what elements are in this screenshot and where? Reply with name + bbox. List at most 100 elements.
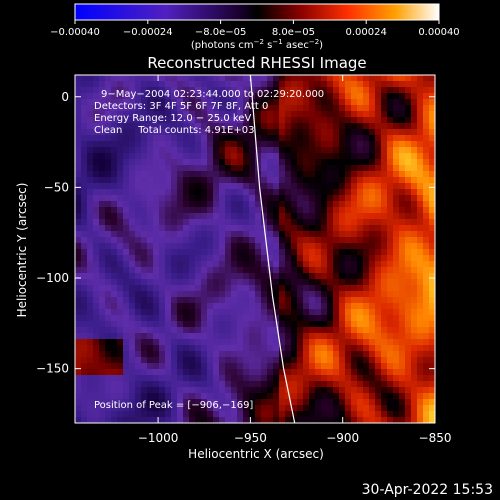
heatmap-cell bbox=[285, 303, 291, 309]
heatmap-cell bbox=[303, 99, 309, 105]
heatmap-cell bbox=[135, 279, 141, 285]
heatmap-cell bbox=[159, 75, 165, 81]
heatmap-cell bbox=[117, 261, 123, 267]
heatmap-cell bbox=[255, 297, 261, 303]
heatmap-cell bbox=[339, 297, 345, 303]
heatmap-cell bbox=[363, 399, 369, 405]
heatmap-cell bbox=[321, 87, 327, 93]
heatmap-cell bbox=[159, 237, 165, 243]
heatmap-cell bbox=[303, 201, 309, 207]
heatmap-cell bbox=[333, 177, 339, 183]
heatmap-cell bbox=[345, 417, 351, 423]
heatmap-cell bbox=[111, 399, 117, 405]
heatmap-cell bbox=[207, 261, 213, 267]
heatmap-cell bbox=[213, 297, 219, 303]
heatmap-cell bbox=[243, 261, 249, 267]
heatmap-cell bbox=[165, 165, 171, 171]
heatmap-cell bbox=[399, 141, 405, 147]
heatmap-cell bbox=[111, 285, 117, 291]
heatmap-cell bbox=[177, 267, 183, 273]
heatmap-cell bbox=[129, 141, 135, 147]
heatmap-cell bbox=[81, 369, 87, 375]
heatmap-cell bbox=[285, 201, 291, 207]
heatmap-cell bbox=[183, 375, 189, 381]
heatmap-cell bbox=[111, 369, 117, 375]
heatmap-cell bbox=[207, 345, 213, 351]
heatmap-cell bbox=[177, 327, 183, 333]
heatmap-cell bbox=[363, 411, 369, 417]
heatmap-cell bbox=[375, 123, 381, 129]
heatmap-cell bbox=[423, 207, 429, 213]
heatmap-cell bbox=[171, 135, 177, 141]
heatmap-cell bbox=[261, 405, 267, 411]
heatmap-cell bbox=[399, 279, 405, 285]
heatmap-cell bbox=[213, 393, 219, 399]
heatmap-cell bbox=[273, 195, 279, 201]
heatmap-cell bbox=[219, 315, 225, 321]
heatmap-cell bbox=[387, 243, 393, 249]
heatmap-cell bbox=[75, 231, 81, 237]
heatmap-cell bbox=[273, 207, 279, 213]
heatmap-cell bbox=[261, 165, 267, 171]
heatmap-cell bbox=[177, 345, 183, 351]
heatmap-cell bbox=[381, 303, 387, 309]
heatmap-cell bbox=[135, 363, 141, 369]
heatmap-cell bbox=[213, 117, 219, 123]
heatmap-cell bbox=[279, 405, 285, 411]
heatmap-cell bbox=[231, 279, 237, 285]
colorbar-ticks: −0.00040 −0.00024 −8.0e−05 8.0e−05 0.00024 0.… bbox=[50, 20, 460, 38]
heatmap-cell bbox=[237, 351, 243, 357]
heatmap-cell bbox=[189, 309, 195, 315]
heatmap-cell bbox=[399, 165, 405, 171]
heatmap-cell bbox=[231, 75, 237, 81]
heatmap-cell bbox=[291, 291, 297, 297]
heatmap-cell bbox=[135, 141, 141, 147]
heatmap-cell bbox=[315, 183, 321, 189]
heatmap-cell bbox=[153, 171, 159, 177]
heatmap-cell bbox=[279, 351, 285, 357]
heatmap-cell bbox=[345, 369, 351, 375]
heatmap-cell bbox=[225, 279, 231, 285]
heatmap-cell bbox=[273, 183, 279, 189]
heatmap-cell bbox=[255, 75, 261, 81]
heatmap-cell bbox=[303, 225, 309, 231]
heatmap-cell bbox=[405, 297, 411, 303]
heatmap-cell bbox=[381, 261, 387, 267]
heatmap-cell bbox=[345, 309, 351, 315]
heatmap-cell bbox=[111, 165, 117, 171]
heatmap-cell bbox=[429, 207, 435, 213]
heatmap-cell bbox=[231, 183, 237, 189]
heatmap-cell bbox=[231, 141, 237, 147]
heatmap-cell bbox=[375, 303, 381, 309]
heatmap-cell bbox=[207, 177, 213, 183]
heatmap-cell bbox=[393, 327, 399, 333]
heatmap-cell bbox=[375, 279, 381, 285]
heatmap-cell bbox=[207, 315, 213, 321]
heatmap-cell bbox=[357, 213, 363, 219]
heatmap-cell bbox=[135, 309, 141, 315]
heatmap-cell bbox=[273, 141, 279, 147]
heatmap-cell bbox=[417, 333, 423, 339]
heatmap-cell bbox=[369, 147, 375, 153]
heatmap-cell bbox=[141, 351, 147, 357]
heatmap-cell bbox=[207, 411, 213, 417]
heatmap-cell bbox=[141, 93, 147, 99]
heatmap-cell bbox=[159, 357, 165, 363]
heatmap-cell bbox=[399, 75, 405, 81]
heatmap-cell bbox=[75, 393, 81, 399]
heatmap-cell bbox=[141, 309, 147, 315]
heatmap-cell bbox=[135, 411, 141, 417]
heatmap-cell bbox=[255, 303, 261, 309]
heatmap-cell bbox=[81, 135, 87, 141]
heatmap-cell bbox=[129, 219, 135, 225]
heatmap-cell bbox=[303, 111, 309, 117]
heatmap-cell bbox=[81, 189, 87, 195]
heatmap-cell bbox=[393, 339, 399, 345]
heatmap-cell bbox=[165, 81, 171, 87]
heatmap-cell bbox=[135, 315, 141, 321]
heatmap-cell bbox=[405, 303, 411, 309]
heatmap-cell bbox=[387, 213, 393, 219]
heatmap-cell bbox=[381, 117, 387, 123]
heatmap-cell bbox=[195, 195, 201, 201]
heatmap-cell bbox=[165, 237, 171, 243]
